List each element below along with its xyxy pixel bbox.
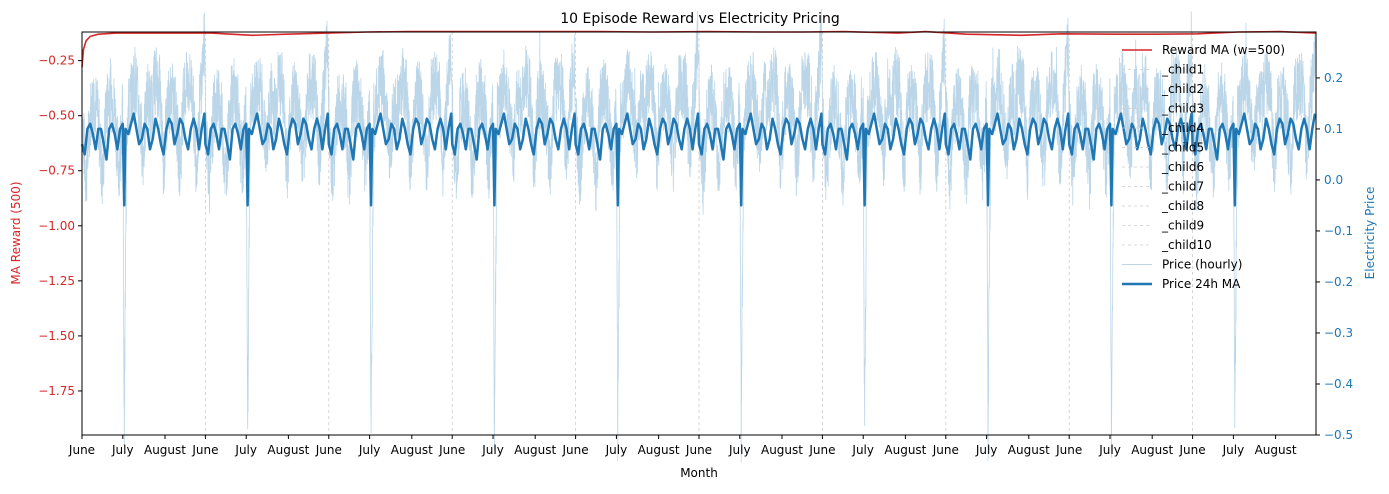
x-tick-label: August (391, 443, 433, 457)
legend-label: Reward MA (w=500) (1162, 43, 1285, 57)
x-tick-label: August (1008, 443, 1050, 457)
right-y-tick-label: −0.2 (1324, 275, 1353, 289)
right-y-tick-label: −0.1 (1324, 224, 1353, 238)
price-24h-ma-line (80, 112, 1317, 207)
x-tick-label: August (1131, 443, 1173, 457)
x-tick-label: July (481, 443, 504, 457)
x-tick-label: July (975, 443, 998, 457)
legend-label: _child6 (1161, 160, 1204, 174)
right-y-tick-label: −0.5 (1324, 428, 1353, 442)
x-tick-label: August (884, 443, 926, 457)
legend-label: _child4 (1161, 121, 1204, 135)
x-tick-label: August (1255, 443, 1297, 457)
x-tick-label: June (808, 443, 835, 457)
x-tick-label: July (728, 443, 751, 457)
legend-label: _child7 (1161, 180, 1204, 194)
chart-title: 10 Episode Reward vs Electricity Pricing (560, 11, 840, 27)
left-y-tick-label: −0.50 (38, 109, 75, 123)
left-y-tick-label: −0.75 (38, 164, 75, 178)
left-y-tick-label: −1.00 (38, 219, 75, 233)
x-tick-label: June (685, 443, 712, 457)
legend-label: _child3 (1161, 102, 1204, 116)
legend-label: _child9 (1161, 219, 1204, 233)
right-y-tick-label: −0.3 (1324, 326, 1353, 340)
right-y-tick-label: 0.2 (1324, 71, 1343, 85)
right-y-tick-label: 0.0 (1324, 173, 1343, 187)
x-tick-label: June (932, 443, 959, 457)
x-tick-label: June (438, 443, 465, 457)
x-tick-label: July (605, 443, 628, 457)
legend-label: _child2 (1161, 82, 1204, 96)
x-tick-label: July (1222, 443, 1245, 457)
left-y-axis-label: MA Reward (500) (9, 181, 23, 284)
legend-label: Price 24h MA (1162, 277, 1241, 291)
x-tick-label: August (514, 443, 556, 457)
x-tick-label: July (358, 443, 381, 457)
x-axis-label: Month (680, 466, 718, 480)
left-y-tick-label: −1.75 (38, 384, 75, 398)
x-tick-label: July (111, 443, 134, 457)
x-tick-label: July (1098, 443, 1121, 457)
x-tick-label: August (144, 443, 186, 457)
legend-label: _child5 (1161, 141, 1204, 155)
x-tick-label: June (1179, 443, 1206, 457)
x-tick-label: June (191, 443, 218, 457)
x-tick-label: July (234, 443, 257, 457)
price-hourly-line (81, 8, 1316, 463)
x-tick-label: June (68, 443, 95, 457)
legend-label: _child8 (1161, 199, 1204, 213)
right-y-tick-label: −0.4 (1324, 377, 1353, 391)
x-tick-label: June (1055, 443, 1082, 457)
right-y-axis-label: Electricity Price (1363, 187, 1377, 280)
legend-label: _child1 (1161, 63, 1204, 77)
x-tick-label: August (761, 443, 803, 457)
x-tick-label: June (562, 443, 589, 457)
x-tick-label: August (267, 443, 309, 457)
left-y-tick-label: −1.25 (38, 274, 75, 288)
left-y-tick-label: −0.25 (38, 54, 75, 68)
x-tick-label: June (315, 443, 342, 457)
x-tick-label: July (851, 443, 874, 457)
legend: Reward MA (w=500) _child1 _child2 _child3 _c… (1122, 43, 1285, 291)
left-y-tick-label: −1.50 (38, 329, 75, 343)
x-tick-label: August (638, 443, 680, 457)
legend-label: Price (hourly) (1162, 258, 1242, 272)
legend-label: _child10 (1161, 238, 1212, 252)
right-y-tick-label: 0.1 (1324, 122, 1343, 136)
